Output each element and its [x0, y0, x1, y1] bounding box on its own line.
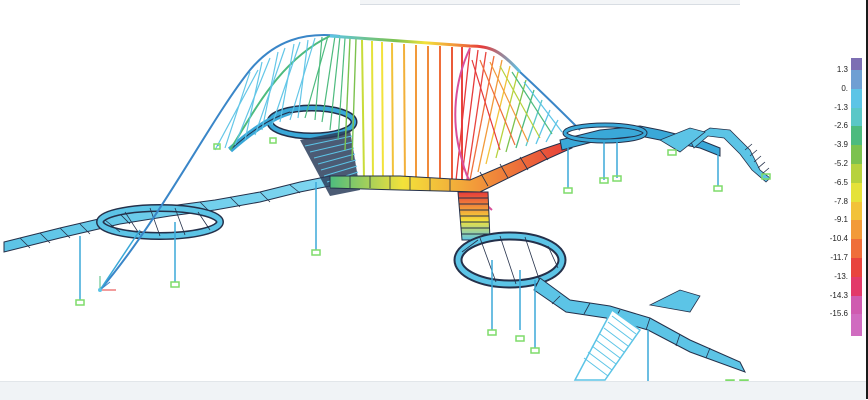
legend-swatch	[851, 70, 862, 89]
legend-value-label: -14.3	[829, 290, 848, 300]
legend-swatch	[851, 239, 862, 258]
legend-value-label: -2.6	[834, 121, 848, 131]
bridge-model-canvas[interactable]	[0, 0, 866, 381]
legend-swatch	[851, 58, 862, 70]
left-approach-deck	[3, 175, 331, 253]
legend-swatch	[851, 164, 862, 183]
legend-value-label: -10.4	[829, 234, 848, 244]
legend-value-label: -11.7	[830, 253, 848, 262]
legend-swatch	[851, 126, 862, 146]
legend-value-label: 1.3	[836, 65, 848, 74]
legend-value-label: -6.5	[834, 177, 848, 187]
legend-value-label: -13.	[834, 271, 848, 281]
legend-value-label: -7.8	[834, 196, 848, 206]
legend-swatch	[851, 314, 862, 337]
lower-stair-deck	[533, 277, 747, 381]
legend-swatch	[851, 220, 862, 240]
legend-swatch	[851, 201, 862, 221]
legend-value-label: -3.9	[834, 140, 848, 150]
central-deck	[329, 139, 573, 193]
legend-swatch	[851, 88, 862, 108]
legend-value-label: -1.3	[834, 102, 848, 112]
legend-swatch	[851, 276, 862, 296]
legend-value-label: -15.6	[829, 309, 848, 319]
support-markers	[75, 137, 771, 381]
legend-swatch	[851, 182, 862, 202]
legend-value-label: 0.	[841, 83, 848, 93]
top-toolbar-edge	[360, 0, 740, 5]
right-spiral-ramp	[457, 191, 491, 241]
coordinate-triad-icon	[98, 276, 116, 292]
legend-value-label: -5.2	[834, 159, 848, 168]
legend-swatch	[851, 107, 862, 127]
legend-swatch	[851, 145, 862, 164]
legend-swatch	[851, 295, 862, 315]
bottom-status-strip	[0, 381, 866, 400]
legend-swatch	[851, 258, 862, 277]
result-color-legend: 1.3 0. -1.3 -2.6 -3.9 -5.2 -6.5 -7.8 -9.1 -10.4 -1…	[814, 58, 864, 344]
right-lower-ring	[453, 231, 567, 289]
arch-truss	[99, 34, 581, 291]
piers	[79, 140, 719, 381]
right-approach-deck	[559, 122, 771, 183]
legend-value-label: -9.1	[834, 215, 848, 225]
